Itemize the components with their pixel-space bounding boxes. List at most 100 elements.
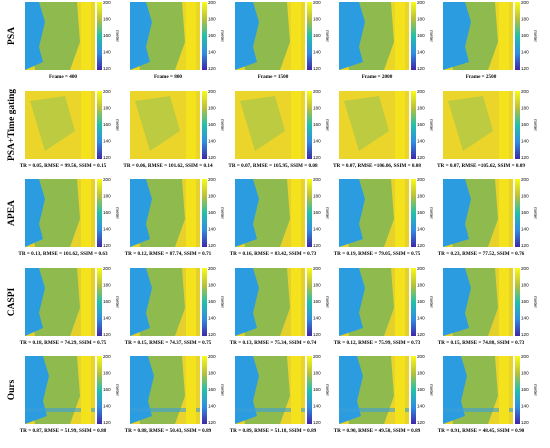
- caption: Frame = 800: [154, 74, 182, 80]
- colorbar-tick: 200: [103, 0, 111, 5]
- colorbar-tick: 140: [417, 139, 425, 144]
- colorbar-tick: 200: [103, 354, 111, 359]
- colorbar-tick: 160: [103, 299, 111, 304]
- colorbar: [411, 268, 416, 336]
- blue-region: [130, 268, 152, 336]
- colorbar-tick: 180: [417, 194, 425, 199]
- colorbar-tick: 200: [521, 266, 529, 271]
- caption: Frame = 400: [49, 74, 77, 80]
- colorbar-label: meter: [429, 30, 434, 42]
- yellow-strip: [81, 356, 91, 424]
- colorbar-tick: 140: [521, 316, 529, 321]
- blue-region: [25, 2, 45, 70]
- colorbar-tick: 200: [417, 0, 425, 5]
- colorbar-tick: 120: [313, 420, 321, 425]
- colorbar-label: meter: [115, 119, 120, 131]
- colorbar: [307, 179, 312, 247]
- colorbar: [97, 179, 102, 247]
- colorbar-tick: 200: [208, 266, 216, 271]
- green-speckle: [135, 96, 180, 151]
- caption: TR = 0.12, RMSE = 75.99, SSIM = 0.73: [334, 340, 421, 346]
- yellow-strip: [186, 179, 196, 247]
- row-label: APEA: [7, 200, 17, 226]
- colorbar-tick: 160: [313, 387, 321, 392]
- colorbar-tick: 160: [521, 122, 529, 127]
- colorbar-tick: 200: [521, 0, 529, 5]
- colorbar-tick: 180: [521, 283, 529, 288]
- colorbar: [411, 179, 416, 247]
- image-panel: [339, 356, 409, 424]
- colorbar-tick: 180: [313, 106, 321, 111]
- colorbar-tick: 160: [313, 122, 321, 127]
- blue-band: [339, 408, 409, 412]
- image-panel: [25, 268, 95, 336]
- colorbar-tick: 120: [313, 155, 321, 160]
- blue-region: [443, 268, 471, 336]
- colorbar-tick: 140: [521, 404, 529, 409]
- colorbar-tick: 160: [521, 210, 529, 215]
- caption: TR = 0.90, RMSE = 49.50, SSIM = 0.89: [334, 428, 421, 434]
- yellow-strip: [395, 356, 405, 424]
- yellow-strip: [395, 268, 405, 336]
- colorbar-tick: 180: [103, 17, 111, 22]
- colorbar-tick: 140: [208, 50, 216, 55]
- blue-region: [443, 179, 471, 247]
- colorbar-tick: 180: [103, 106, 111, 111]
- yellow-strip: [291, 179, 301, 247]
- colorbar: [202, 179, 207, 247]
- colorbar-tick: 140: [208, 316, 216, 321]
- colorbar: [307, 268, 312, 336]
- caption: TR = 0.23, RMSE = 77.52, SSIM = 0.76: [438, 251, 525, 257]
- colorbar-label: meter: [220, 296, 225, 308]
- colorbar: [202, 2, 207, 70]
- blue-band: [130, 408, 200, 412]
- colorbar: [411, 356, 416, 424]
- yellow-strip: [186, 268, 196, 336]
- blue-region: [130, 356, 154, 424]
- caption: TR = 0.16, RMSE = 83.42, SSIM = 0.73: [230, 251, 317, 257]
- yellow-strip: [395, 91, 405, 159]
- green-speckle: [344, 96, 389, 151]
- yellow-strip: [81, 268, 91, 336]
- colorbar-tick: 180: [521, 194, 529, 199]
- row-label: CASPI: [7, 287, 17, 316]
- colorbar-tick: 120: [313, 243, 321, 248]
- blue-region: [235, 2, 259, 70]
- colorbar-tick: 140: [313, 139, 321, 144]
- yellow-strip: [395, 179, 405, 247]
- image-panel: [130, 179, 200, 247]
- colorbar-tick: 160: [103, 387, 111, 392]
- colorbar-tick: 200: [103, 89, 111, 94]
- colorbar-tick: 160: [417, 387, 425, 392]
- colorbar-tick: 140: [417, 50, 425, 55]
- blue-region: [130, 179, 152, 247]
- colorbar-tick: 180: [313, 17, 321, 22]
- colorbar-tick: 140: [313, 227, 321, 232]
- caption: TR = 0.13, RMSE = 75.34, SSIM = 0.74: [230, 340, 317, 346]
- image-panel: [339, 268, 409, 336]
- colorbar-tick: 140: [103, 316, 111, 321]
- colorbar-tick: 200: [313, 0, 321, 5]
- colorbar-label: meter: [533, 119, 538, 131]
- image-panel: [25, 179, 95, 247]
- caption: TR = 0.15, RMSE = 74.88, SSIM = 0.73: [438, 340, 525, 346]
- colorbar-tick: 160: [521, 299, 529, 304]
- yellow-strip: [395, 2, 405, 70]
- row-label: PSA: [7, 27, 17, 45]
- colorbar-label: meter: [325, 207, 330, 219]
- colorbar-tick: 200: [521, 89, 529, 94]
- blue-region: [25, 179, 45, 247]
- colorbar-label: meter: [325, 296, 330, 308]
- caption: Frame = 1500: [258, 74, 289, 80]
- colorbar-label: meter: [220, 119, 225, 131]
- colorbar-label: meter: [533, 296, 538, 308]
- colorbar-tick: 160: [208, 210, 216, 215]
- colorbar-tick: 120: [417, 155, 425, 160]
- colorbar-tick: 200: [103, 266, 111, 271]
- colorbar-tick: 160: [417, 33, 425, 38]
- colorbar-label: meter: [533, 207, 538, 219]
- colorbar-tick: 160: [313, 210, 321, 215]
- colorbar-tick: 120: [521, 420, 529, 425]
- image-panel: [443, 179, 513, 247]
- row-label: Ours: [7, 379, 17, 400]
